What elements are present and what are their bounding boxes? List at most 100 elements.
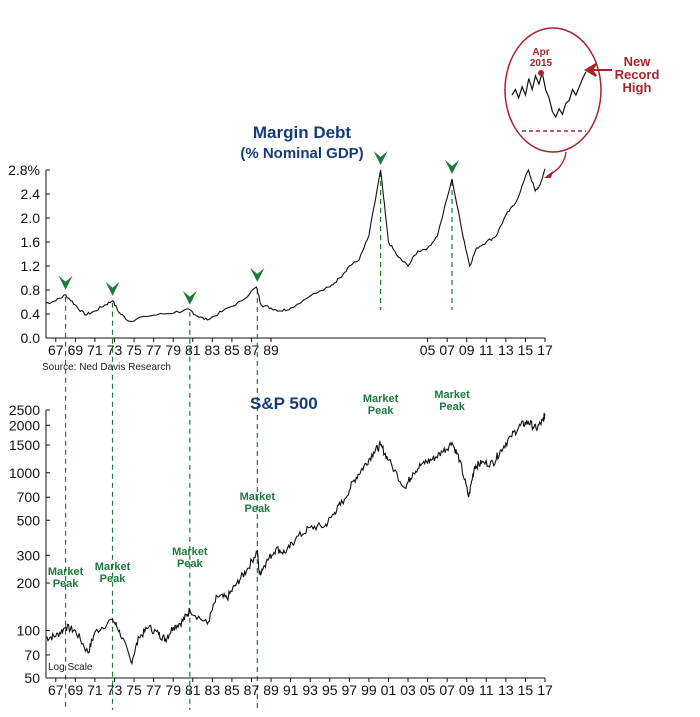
sp500-line [45,412,546,666]
x-tick-label: 85 [224,342,240,358]
x-tick-label: 13 [498,682,514,698]
market-peak-label: Market [363,393,399,405]
margin-debt-line-segment [275,168,546,312]
x-tick-label: 85 [224,682,240,698]
x-tick-label: 81 [185,682,201,698]
x-tick-label: 69 [68,342,84,358]
market-peak-label: Peak [100,573,127,585]
x-tick-label: 95 [322,682,338,698]
x-tick-label: 87 [244,682,260,698]
callout-line-3: High [623,80,652,95]
x-tick-label: 67 [48,342,64,358]
y-tick-label: 50 [24,670,40,686]
x-tick-label: 77 [146,342,162,358]
y-tick-label: 2.4 [21,186,41,202]
y-tick-label: 1.2 [21,258,41,274]
y-tick-label: 0.0 [21,330,41,346]
x-tick-label: 89 [263,682,279,698]
x-tick-label: 87 [244,342,260,358]
y-tick-label: 70 [24,647,40,663]
x-tick-label: 79 [165,342,181,358]
x-tick-label: 89 [263,342,279,358]
y-tick-label: 100 [17,623,41,639]
x-tick-label: 71 [87,682,103,698]
market-peak-label: Peak [177,558,204,570]
x-tick-label: 97 [342,682,358,698]
x-tick-label: 91 [283,682,299,698]
x-tick-label: 11 [479,682,494,698]
inset-series-line [511,71,587,119]
x-tick-label: 67 [48,682,64,698]
x-tick-label: 93 [302,682,318,698]
inset-connector-arrowhead [544,171,553,178]
y-tick-label: 300 [17,547,41,563]
market-peak-label: Market [95,561,131,573]
x-tick-label: 07 [439,682,455,698]
x-tick-label: 83 [205,682,221,698]
market-peak-label: Peak [368,405,395,417]
x-tick-label: 73 [107,342,123,358]
inset-peak-label: Apr [532,47,549,58]
x-tick-label: 99 [361,682,377,698]
market-peak-label: Peak [439,401,466,413]
x-tick-label: 83 [205,342,221,358]
callout-arrow [584,63,612,77]
x-tick-label: 77 [146,682,162,698]
x-tick-label: 01 [381,682,397,698]
source-note: Source: Ned Davis Research [42,362,171,373]
y-tick-label: 1500 [9,437,40,453]
peak-marker-icon [250,268,265,282]
peak-marker-icon [105,281,120,296]
peak-marker-icon [373,151,388,165]
x-tick-label: 13 [498,342,514,358]
x-tick-label: 05 [420,342,436,358]
x-tick-label: 17 [537,682,553,698]
market-peak-label: Market [172,546,208,558]
y-tick-label: 1000 [9,465,40,481]
peak-marker-icon [182,290,197,305]
market-peak-label: Market [240,491,276,503]
callout-line-2: Record [615,67,660,82]
inset-connector-arrow [546,151,567,177]
y-tick-label: 0.4 [21,306,41,322]
x-tick-label: 75 [126,682,142,698]
y-tick-label: 2000 [9,417,40,433]
x-tick-label: 15 [518,682,534,698]
y-tick-label: 2.8% [8,162,40,178]
x-tick-label: 79 [165,682,181,698]
market-peak-label: Peak [53,578,80,590]
margin-debt-title: Margin Debt [253,123,352,142]
peak-marker-icon [445,160,460,174]
x-tick-label: 69 [68,682,84,698]
margin-debt-subtitle: (% Nominal GDP) [240,145,363,162]
sp500-title: S&P 500 [250,394,318,413]
callout-line-1: New [624,54,652,69]
x-tick-label: 81 [185,342,201,358]
y-tick-label: 700 [17,489,41,505]
y-tick-label: 500 [17,512,41,528]
log-scale-note: Log Scale [48,662,93,673]
y-tick-label: 0.8 [21,282,41,298]
x-tick-label: 71 [87,342,103,358]
x-tick-label: 09 [459,342,475,358]
record-high-inset: Apr 2015 New Record High [504,27,660,178]
market-peak-label: Market [48,566,84,578]
x-tick-label: 07 [439,342,455,358]
peak-marker-icon [58,275,73,290]
x-tick-label: 03 [400,682,416,698]
inset-peak-dot [538,70,544,76]
inset-peak-label-year: 2015 [530,58,553,69]
y-tick-label: 1.6 [21,234,41,250]
x-tick-label: 11 [479,342,494,358]
margin-debt-panel: Margin Debt (% Nominal GDP) 0.0 0.4 0.8 1.2… [8,123,553,710]
market-peak-label: Market [434,389,470,401]
x-tick-label: 73 [107,682,123,698]
market-peak-label: Peak [244,503,271,515]
x-tick-label: 75 [126,342,142,358]
x-tick-label: 09 [459,682,475,698]
y-tick-label: 2.0 [21,210,41,226]
x-tick-label: 15 [518,342,534,358]
x-tick-label: 05 [420,682,436,698]
